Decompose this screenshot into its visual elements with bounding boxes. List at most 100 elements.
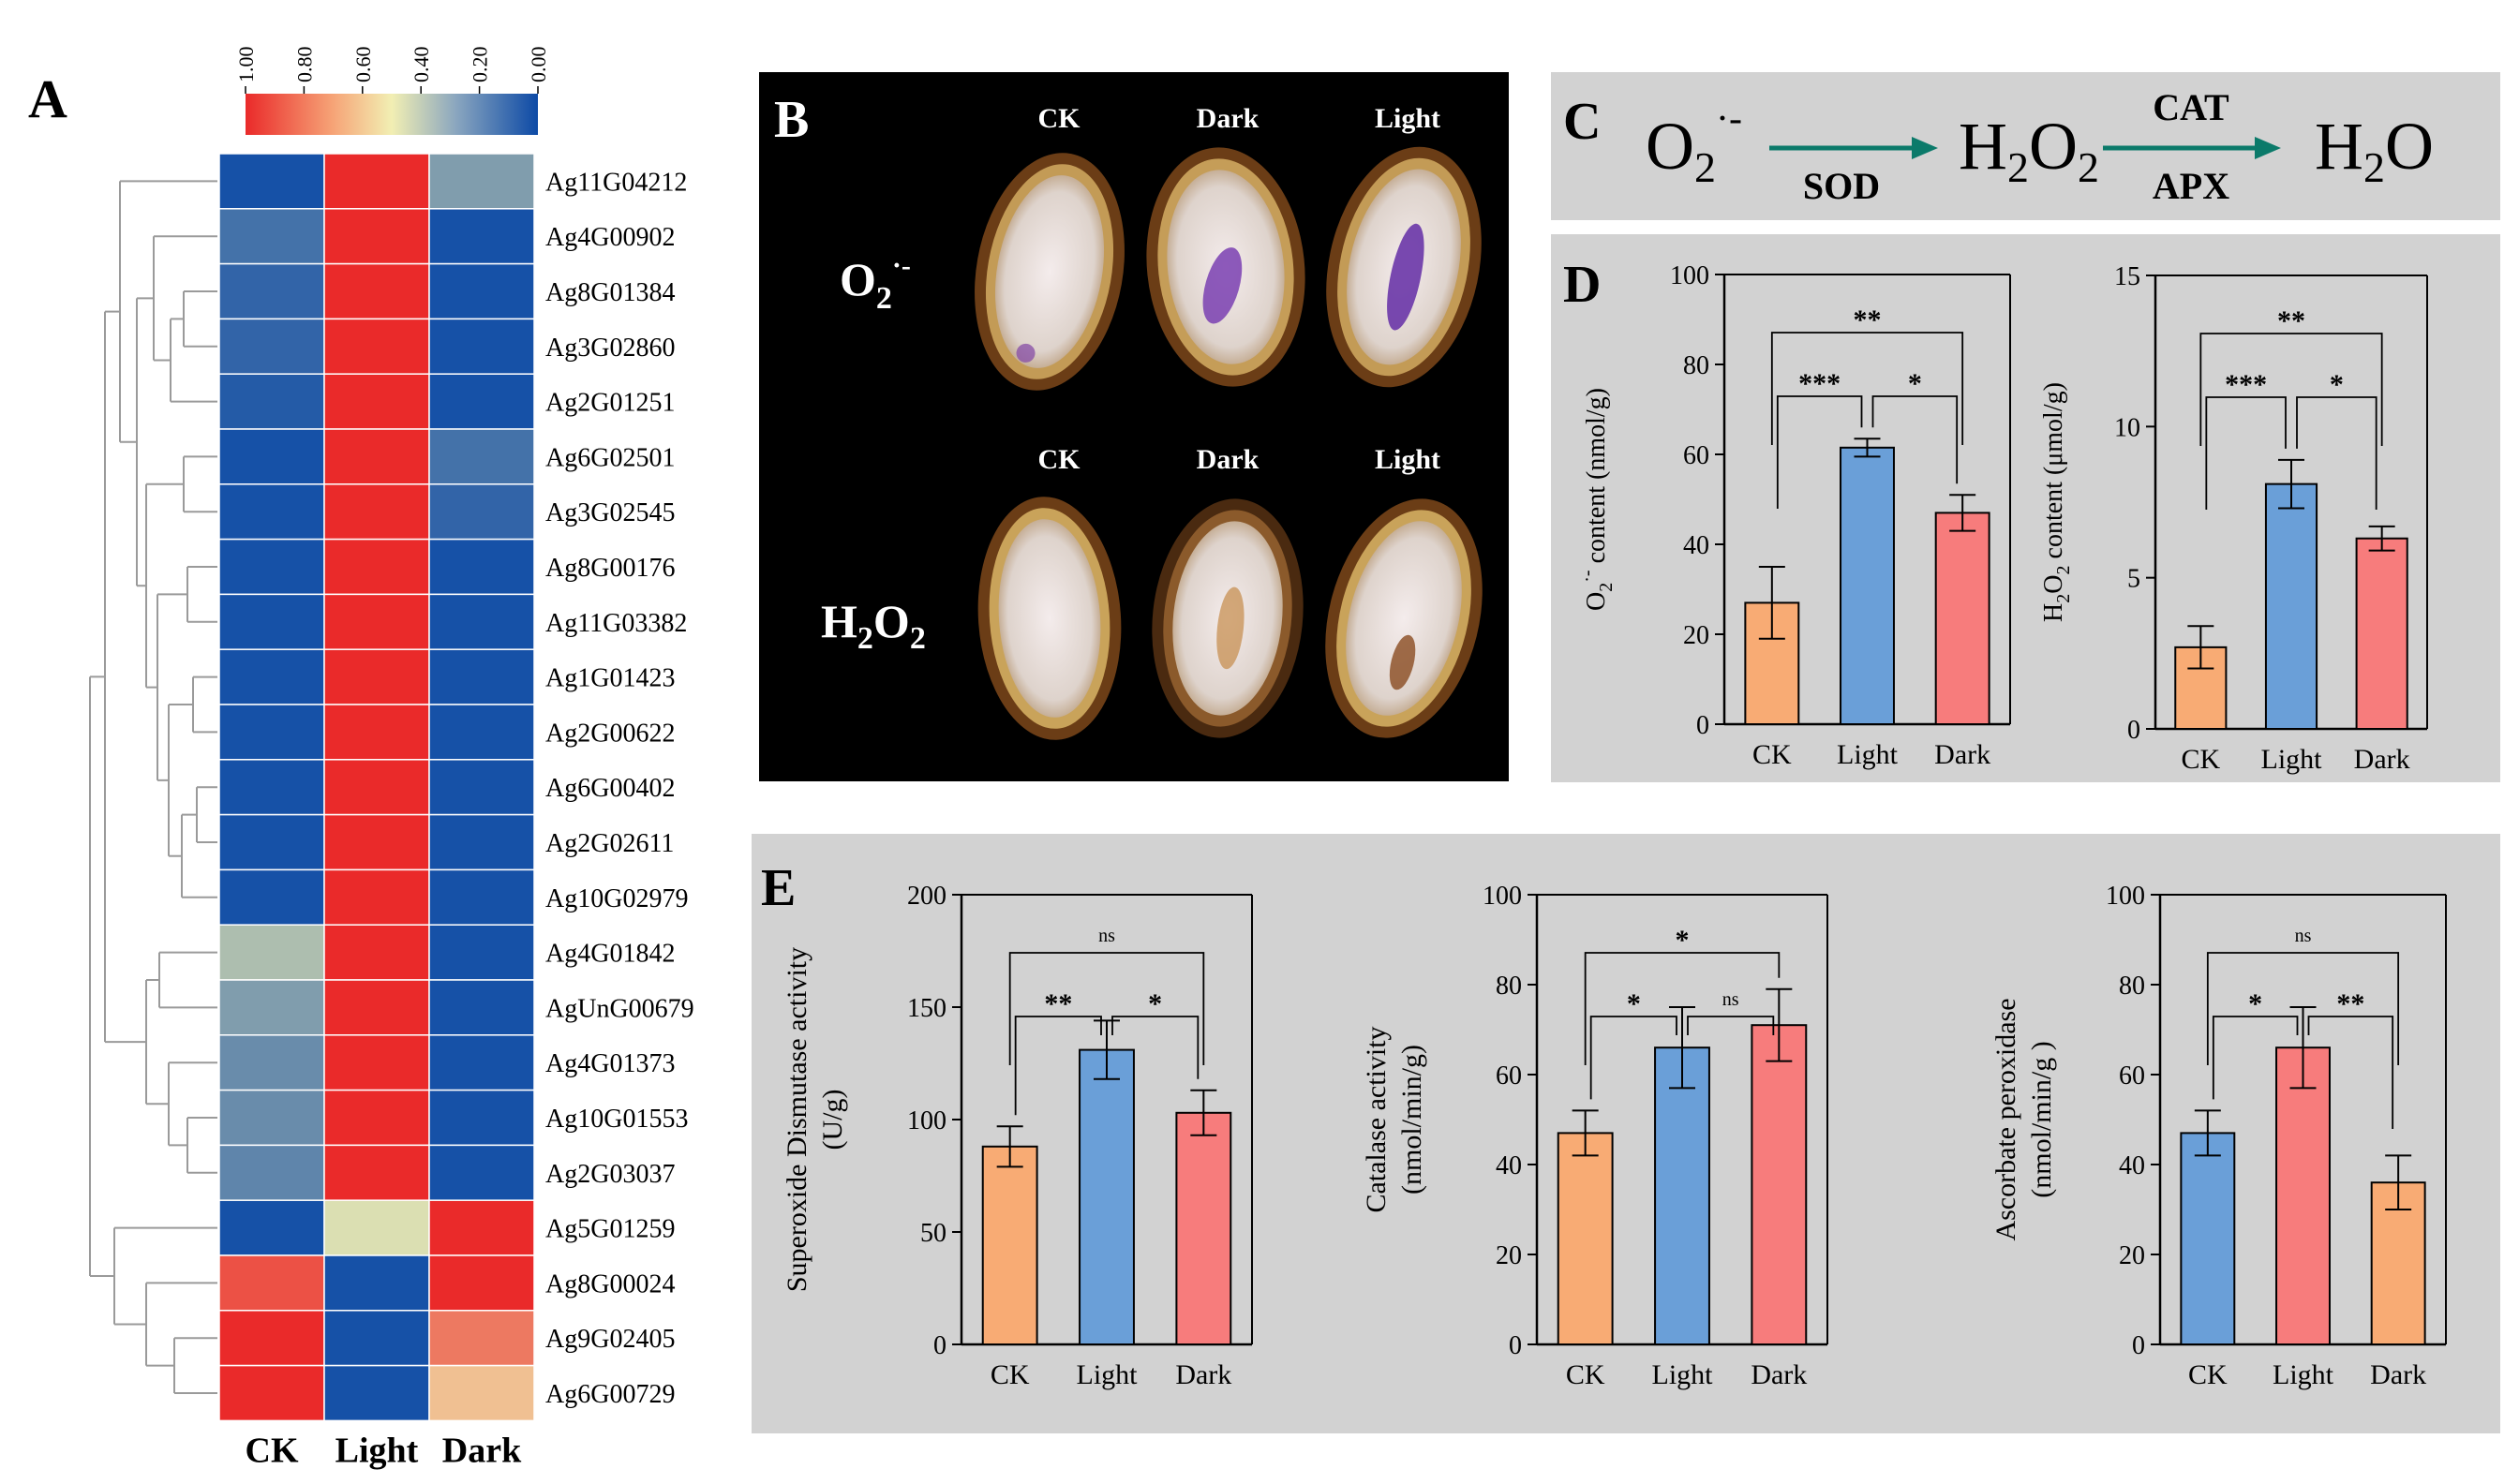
heatmap-row-label: Ag2G01251 [545, 389, 675, 418]
heatmap-cell [218, 648, 325, 705]
bar-light [2264, 482, 2318, 730]
heatmap-cell [323, 153, 430, 210]
significance-label: * [1627, 988, 1641, 1019]
significance-bracket [2205, 396, 2287, 510]
heatmap-cell [428, 1254, 535, 1312]
category-label: Dark [2354, 744, 2410, 775]
y-tick-label: 60 [1496, 1061, 1522, 1091]
photo-label-light-bottom: Light [1375, 444, 1440, 475]
y-tick-label: 60 [1683, 441, 1709, 470]
significance-bracket [2212, 1016, 2299, 1100]
heatmap-cell [428, 1034, 535, 1091]
heatmap-cell [323, 1364, 430, 1422]
y-tick-label: 50 [920, 1219, 946, 1248]
y-tick-label: 5 [2127, 565, 2140, 594]
category-label: Dark [1751, 1359, 1807, 1390]
heatmap-row-label: Ag3G02860 [545, 334, 675, 363]
heatmap-cell [428, 428, 535, 485]
significance-bracket [1589, 1016, 1677, 1100]
heatmap-row-label: Ag10G02979 [545, 884, 688, 913]
heatmap-row-label: Ag3G02545 [545, 498, 675, 527]
y-axis-label: O2·- content (nmol/g) [1577, 388, 1617, 611]
heatmap-row-label: Ag11G04212 [545, 168, 687, 197]
bar-ck [2180, 1132, 2236, 1346]
category-label: Dark [2370, 1359, 2426, 1390]
heatmap-cell [428, 262, 535, 320]
heatmap-cell [323, 1310, 430, 1367]
significance-label: ** [1854, 304, 1882, 335]
y-tick-label: 40 [1496, 1151, 1522, 1180]
heatmap-cell [428, 704, 535, 761]
heatmap-cell [323, 979, 430, 1036]
heatmap-column-labels: CK Light Dark [246, 1431, 523, 1470]
heatmap-row-label: AgUnG00679 [545, 994, 694, 1023]
heatmap-row-label: Ag2G02611 [545, 829, 674, 858]
significance-label: * [2248, 988, 2262, 1019]
y-tick-label: 100 [1483, 882, 1522, 911]
significance-label: * [1908, 368, 1922, 399]
y-tick-label: 0 [933, 1331, 946, 1360]
heatmap-cell [218, 1254, 325, 1312]
heatmap-cell [428, 208, 535, 265]
heatmap-cell [428, 813, 535, 871]
colorbar-tick-label: 0.00 [527, 47, 550, 83]
panel-a-heatmap: A 1.00 0.80 0.60 0.40 0.20 0.00 Ag11G04212 Ag4… [28, 47, 694, 1471]
photo-column-labels-bottom: CK Dark Light [1038, 444, 1441, 475]
y-tick-label: 80 [1683, 351, 1709, 380]
bar-ck [981, 1145, 1038, 1346]
heatmap-cell [218, 704, 325, 761]
heatmap-cell [323, 1089, 430, 1147]
photo-label-dark-top: Dark [1197, 103, 1260, 134]
heatmap-cell [218, 979, 325, 1036]
y-tick-label: 100 [1670, 261, 1709, 290]
significance-bracket [2199, 333, 2383, 446]
panel-d-label: D [1563, 256, 1601, 314]
heatmap-cell [218, 813, 325, 871]
heatmap-cell [428, 593, 535, 650]
heatmap-row-label: Ag11G03382 [545, 609, 687, 638]
y-tick-label: 20 [2119, 1241, 2145, 1270]
heatmap-row-label: Ag6G00729 [545, 1380, 675, 1409]
category-label: Light [2273, 1359, 2334, 1390]
y-tick-label: 80 [1496, 972, 1522, 1001]
heatmap-row-label: Ag6G00402 [545, 774, 675, 803]
pathway-h2o2: H2O2 [1959, 109, 2099, 191]
heatmap-cell [323, 648, 430, 705]
y-tick-label: 80 [2119, 972, 2145, 1001]
heatmap-cell [323, 813, 430, 871]
panel-c-label: C [1563, 93, 1601, 151]
y-tick-label: 150 [907, 994, 946, 1023]
significance-label: ns [1722, 989, 1739, 1010]
heatmap-cell [323, 373, 430, 430]
y-tick-label: 0 [2132, 1331, 2145, 1360]
colorbar-ticks: 1.00 0.80 0.60 0.40 0.20 0.00 [234, 47, 550, 94]
category-label: CK [2188, 1359, 2228, 1390]
heatmap-cell [428, 1199, 535, 1256]
panel-d-background [1551, 234, 2500, 782]
heatmap-cell [218, 593, 325, 650]
y-tick-label: 40 [2119, 1151, 2145, 1180]
photo-label-light-top: Light [1375, 103, 1440, 134]
category-label: CK [2181, 744, 2220, 775]
heatmap-cell [323, 593, 430, 650]
heatmap-cell [323, 262, 430, 320]
heatmap-cell [323, 318, 430, 375]
y-axis-label: Ascorbate peroxidase (nmol/min/g ) [1990, 998, 2057, 1240]
heatmap-cell [323, 1254, 430, 1312]
bar-ck [1557, 1132, 1614, 1346]
bar-light [1654, 1046, 1710, 1345]
heatmap-column-label: Light [335, 1431, 419, 1470]
significance-label: ** [1044, 988, 1072, 1019]
bar-light [1840, 446, 1895, 725]
photo-label-ck-top: CK [1038, 103, 1081, 134]
colorbar [246, 94, 538, 135]
category-label: Light [1837, 739, 1899, 770]
bar-dark [2355, 537, 2408, 730]
pathway-arrowhead-2 [2255, 137, 2281, 159]
category-label: CK [1566, 1359, 1605, 1390]
heatmap-row-label: Ag6G02501 [545, 443, 675, 472]
heatmap-cell [323, 1199, 430, 1256]
y-tick-label: 15 [2114, 262, 2140, 291]
heatmap-cell [323, 1144, 430, 1201]
